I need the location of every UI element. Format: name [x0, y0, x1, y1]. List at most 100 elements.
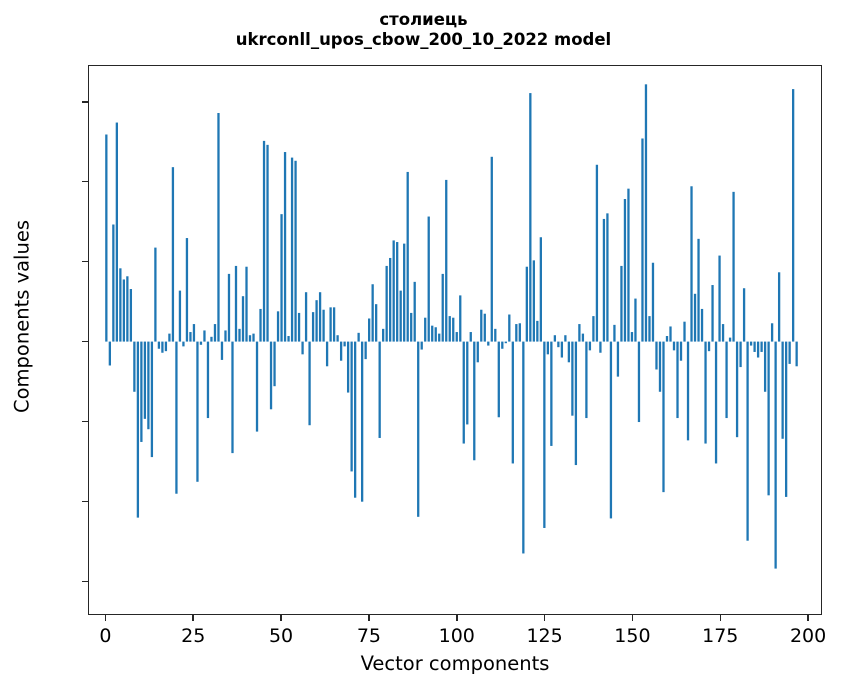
bar: [140, 341, 143, 442]
bar: [329, 307, 332, 342]
y-tick-mark: [82, 101, 88, 103]
y-tick-mark: [82, 260, 88, 263]
bar: [483, 313, 486, 342]
bar: [217, 112, 220, 342]
bar: [441, 273, 444, 342]
bar: [707, 341, 711, 352]
bar: [189, 332, 192, 342]
bar: [662, 341, 665, 493]
bar: [774, 341, 777, 569]
bar: [399, 290, 402, 342]
bar: [315, 300, 318, 342]
bar: [525, 266, 528, 342]
bar: [560, 341, 564, 358]
bar: [518, 323, 521, 342]
bar: [595, 164, 599, 342]
bar: [490, 156, 493, 342]
bar: [700, 308, 704, 342]
bar: [294, 160, 297, 342]
bar: [665, 336, 669, 342]
bar: [168, 333, 171, 342]
bar: [360, 341, 364, 502]
bar: [301, 341, 304, 355]
bar: [511, 341, 514, 464]
bar: [637, 341, 641, 423]
bar: [501, 341, 504, 349]
bar: [413, 281, 416, 342]
bar: [445, 179, 448, 342]
bar: [644, 84, 648, 342]
bar: [350, 341, 353, 472]
bar: [410, 312, 413, 342]
bar: [529, 93, 532, 342]
bar: [721, 324, 725, 342]
bar: [105, 134, 108, 342]
bar: [630, 332, 634, 342]
bar: [213, 324, 217, 342]
bar: [494, 328, 497, 342]
chart-title-line-1: столиець: [379, 10, 468, 29]
bar: [185, 238, 189, 342]
bar: [325, 341, 329, 367]
bar: [199, 341, 203, 345]
bar: [283, 152, 287, 342]
x-tick-mark: [543, 615, 546, 621]
bar: [616, 341, 620, 377]
bar: [129, 289, 133, 342]
bar: [728, 337, 732, 342]
bar: [606, 213, 609, 342]
bar: [290, 157, 294, 342]
bar: [732, 191, 735, 342]
bar: [122, 279, 126, 342]
bar: [438, 333, 441, 342]
bar: [756, 341, 760, 358]
bar: [697, 238, 700, 342]
bar: [378, 341, 381, 438]
bar: [273, 341, 276, 387]
bar: [539, 237, 542, 342]
bar-series: [105, 84, 798, 569]
bar: [336, 335, 339, 342]
plot-area: [88, 65, 822, 615]
bar: [136, 341, 140, 518]
bar: [133, 341, 136, 392]
x-tick-mark: [368, 615, 370, 621]
bar: [220, 341, 224, 360]
bar: [469, 332, 472, 342]
bar: [613, 324, 616, 342]
bar: [602, 218, 606, 342]
bar: [192, 324, 196, 342]
bar: [248, 335, 252, 342]
bar: [434, 327, 437, 342]
bar: [679, 341, 683, 361]
bar: [672, 341, 676, 351]
bar: [304, 292, 308, 342]
bar: [508, 314, 511, 342]
bar: [655, 341, 658, 370]
bar: [262, 140, 266, 342]
bar: [564, 335, 567, 342]
bar: [227, 273, 231, 342]
bar: [585, 341, 588, 419]
bar: [203, 330, 206, 342]
bar: [791, 89, 795, 342]
bar: [550, 341, 553, 446]
bar: [276, 311, 280, 342]
bar: [255, 341, 259, 432]
bar: [206, 341, 210, 419]
bar: [115, 122, 119, 342]
bar: [739, 341, 742, 368]
x-tick-label: 200: [789, 625, 827, 647]
bar: [648, 316, 651, 342]
bar: [497, 341, 500, 418]
x-tick-mark: [280, 615, 282, 621]
bar: [788, 341, 791, 364]
bar: [297, 312, 301, 342]
x-tick-label: 125: [526, 625, 563, 647]
bar: [371, 284, 374, 342]
bar: [112, 224, 115, 342]
bar: [406, 171, 409, 342]
bar: [210, 336, 213, 342]
x-tick-mark: [456, 615, 458, 621]
bar: [567, 341, 571, 363]
